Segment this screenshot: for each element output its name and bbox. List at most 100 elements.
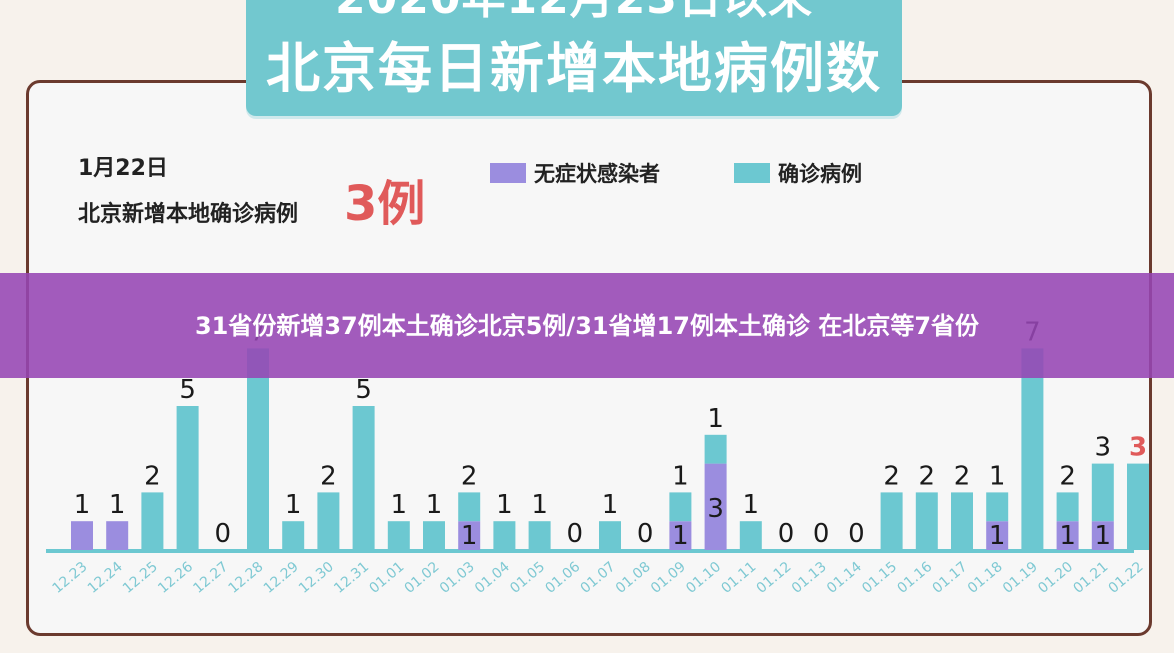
x-tick-label: 01.09 bbox=[648, 559, 689, 597]
data-label-total: 1 bbox=[74, 490, 91, 520]
data-label-total: 2 bbox=[1059, 461, 1076, 491]
x-tick-label: 01.13 bbox=[789, 559, 830, 597]
x-tick-label: 01.10 bbox=[683, 559, 724, 597]
bar-confirmed bbox=[599, 521, 621, 550]
bar-asymptomatic bbox=[669, 521, 692, 550]
bar-confirmed bbox=[247, 348, 269, 550]
title-box: 2020年12月23日以来 北京每日新增本地病例数 bbox=[246, 0, 902, 116]
data-label-total: 1 bbox=[989, 461, 1006, 491]
data-label-total: 5 bbox=[179, 375, 196, 405]
summary-label: 北京新增本地确诊病例 bbox=[78, 202, 299, 227]
bar-confirmed bbox=[493, 521, 516, 550]
x-tick-label: 01.07 bbox=[578, 559, 619, 597]
x-tick-label: 01.14 bbox=[824, 559, 865, 597]
bar-confirmed bbox=[951, 492, 973, 550]
data-label-inner: 1 bbox=[461, 521, 478, 551]
x-tick-label: 01.06 bbox=[542, 559, 583, 597]
bar-confirmed bbox=[387, 521, 410, 550]
data-label-total: 1 bbox=[426, 490, 443, 520]
bar-confirmed bbox=[1091, 463, 1114, 522]
x-tick-label: 01.21 bbox=[1070, 559, 1111, 597]
bar-confirmed bbox=[704, 434, 727, 464]
bar-asymptomatic bbox=[71, 521, 93, 550]
headline-text[interactable]: 31省份新增37例本土确诊北京5例/31省增17例本土确诊 在北京等7省份 bbox=[194, 311, 980, 340]
x-tick-label: 01.11 bbox=[718, 559, 759, 597]
bar-confirmed bbox=[986, 492, 1009, 522]
bar-confirmed bbox=[317, 492, 340, 550]
bar-asymptomatic bbox=[458, 521, 481, 550]
data-label-total: 1 bbox=[285, 490, 302, 520]
bar-confirmed bbox=[141, 492, 164, 550]
data-label-total: 1 bbox=[496, 490, 513, 520]
bar-asymptomatic bbox=[1056, 521, 1079, 550]
bar-asymptomatic bbox=[106, 521, 129, 550]
data-label-total: 0 bbox=[637, 519, 654, 549]
legend-asymptomatic: 无症状感染者 bbox=[490, 158, 660, 188]
data-label-total: 2 bbox=[883, 461, 900, 491]
bar-confirmed bbox=[669, 492, 692, 522]
data-label-total: 0 bbox=[848, 519, 865, 549]
data-label-total: 2 bbox=[461, 461, 478, 491]
x-tick-label: 01.01 bbox=[366, 559, 407, 597]
x-tick-label: 01.08 bbox=[613, 559, 654, 597]
data-label-total: 2 bbox=[320, 461, 337, 491]
x-tick-label: 12.30 bbox=[296, 559, 337, 597]
data-label-total: 2 bbox=[954, 461, 971, 491]
data-label-total: 5 bbox=[355, 375, 372, 405]
legend-swatch-confirmed bbox=[734, 163, 770, 183]
legend-confirmed: 确诊病例 bbox=[734, 158, 862, 188]
bar-confirmed bbox=[528, 521, 551, 550]
x-tick-label: 01.15 bbox=[859, 559, 900, 597]
legend-label-confirmed: 确诊病例 bbox=[778, 162, 862, 186]
data-label-total: 1 bbox=[109, 490, 126, 520]
legend-label-asymptomatic: 无症状感染者 bbox=[534, 162, 660, 186]
x-tick-label: 01.17 bbox=[930, 559, 971, 597]
bar-confirmed bbox=[880, 492, 903, 550]
data-label-total: 3 bbox=[1129, 433, 1147, 463]
title-top: 2020年12月23日以来 bbox=[246, 0, 902, 26]
bar-confirmed bbox=[352, 406, 375, 550]
x-tick-label: 01.04 bbox=[472, 559, 513, 597]
data-label-inner: 1 bbox=[1059, 521, 1076, 551]
bar-asymptomatic bbox=[986, 521, 1009, 550]
data-label-total: 0 bbox=[215, 519, 232, 549]
data-label-total: 2 bbox=[144, 461, 161, 491]
data-label-total: 1 bbox=[602, 490, 619, 520]
headline-banner[interactable]: 31省份新增37例本土确诊北京5例/31省增17例本土确诊 在北京等7省份 bbox=[0, 273, 1174, 378]
x-tick-label: 12.25 bbox=[120, 559, 161, 597]
bar-confirmed bbox=[1056, 492, 1079, 522]
data-label-inner: 1 bbox=[672, 521, 689, 551]
data-label-total: 1 bbox=[672, 461, 689, 491]
bar-confirmed bbox=[739, 521, 762, 550]
data-label-total: 1 bbox=[743, 490, 760, 520]
bar-confirmed bbox=[176, 406, 199, 550]
report-date: 1月22日 bbox=[78, 156, 168, 181]
x-tick-label: 01.05 bbox=[507, 559, 548, 597]
bar-asymptomatic bbox=[704, 463, 727, 550]
x-tick-label: 12.23 bbox=[50, 559, 91, 597]
data-label-total: 0 bbox=[567, 519, 584, 549]
data-label-total: 3 bbox=[1095, 433, 1112, 463]
x-tick-label: 01.03 bbox=[437, 559, 478, 597]
x-tick-label: 12.31 bbox=[331, 559, 372, 597]
data-label-total: 1 bbox=[391, 490, 408, 520]
bar-confirmed bbox=[915, 492, 938, 550]
data-label-inner: 1 bbox=[989, 521, 1006, 551]
x-tick-label: 01.18 bbox=[965, 559, 1006, 597]
bar-confirmed bbox=[1127, 463, 1149, 550]
x-tick-label: 12.26 bbox=[155, 559, 196, 597]
x-tick-label: 01.20 bbox=[1035, 559, 1076, 597]
x-tick-label: 12.28 bbox=[226, 559, 267, 597]
x-tick-label: 01.22 bbox=[1106, 559, 1147, 597]
data-label-total: 2 bbox=[919, 461, 936, 491]
x-tick-label: 01.16 bbox=[894, 559, 935, 597]
data-label-total: 0 bbox=[813, 519, 830, 549]
x-tick-label: 01.12 bbox=[754, 559, 795, 597]
data-label-total: 0 bbox=[778, 519, 795, 549]
data-label-inner: 1 bbox=[1095, 521, 1112, 551]
data-label-total: 1 bbox=[707, 404, 724, 434]
bar-confirmed bbox=[423, 521, 445, 550]
page-title: 北京每日新增本地病例数 bbox=[266, 37, 882, 100]
bar-confirmed bbox=[282, 521, 305, 550]
